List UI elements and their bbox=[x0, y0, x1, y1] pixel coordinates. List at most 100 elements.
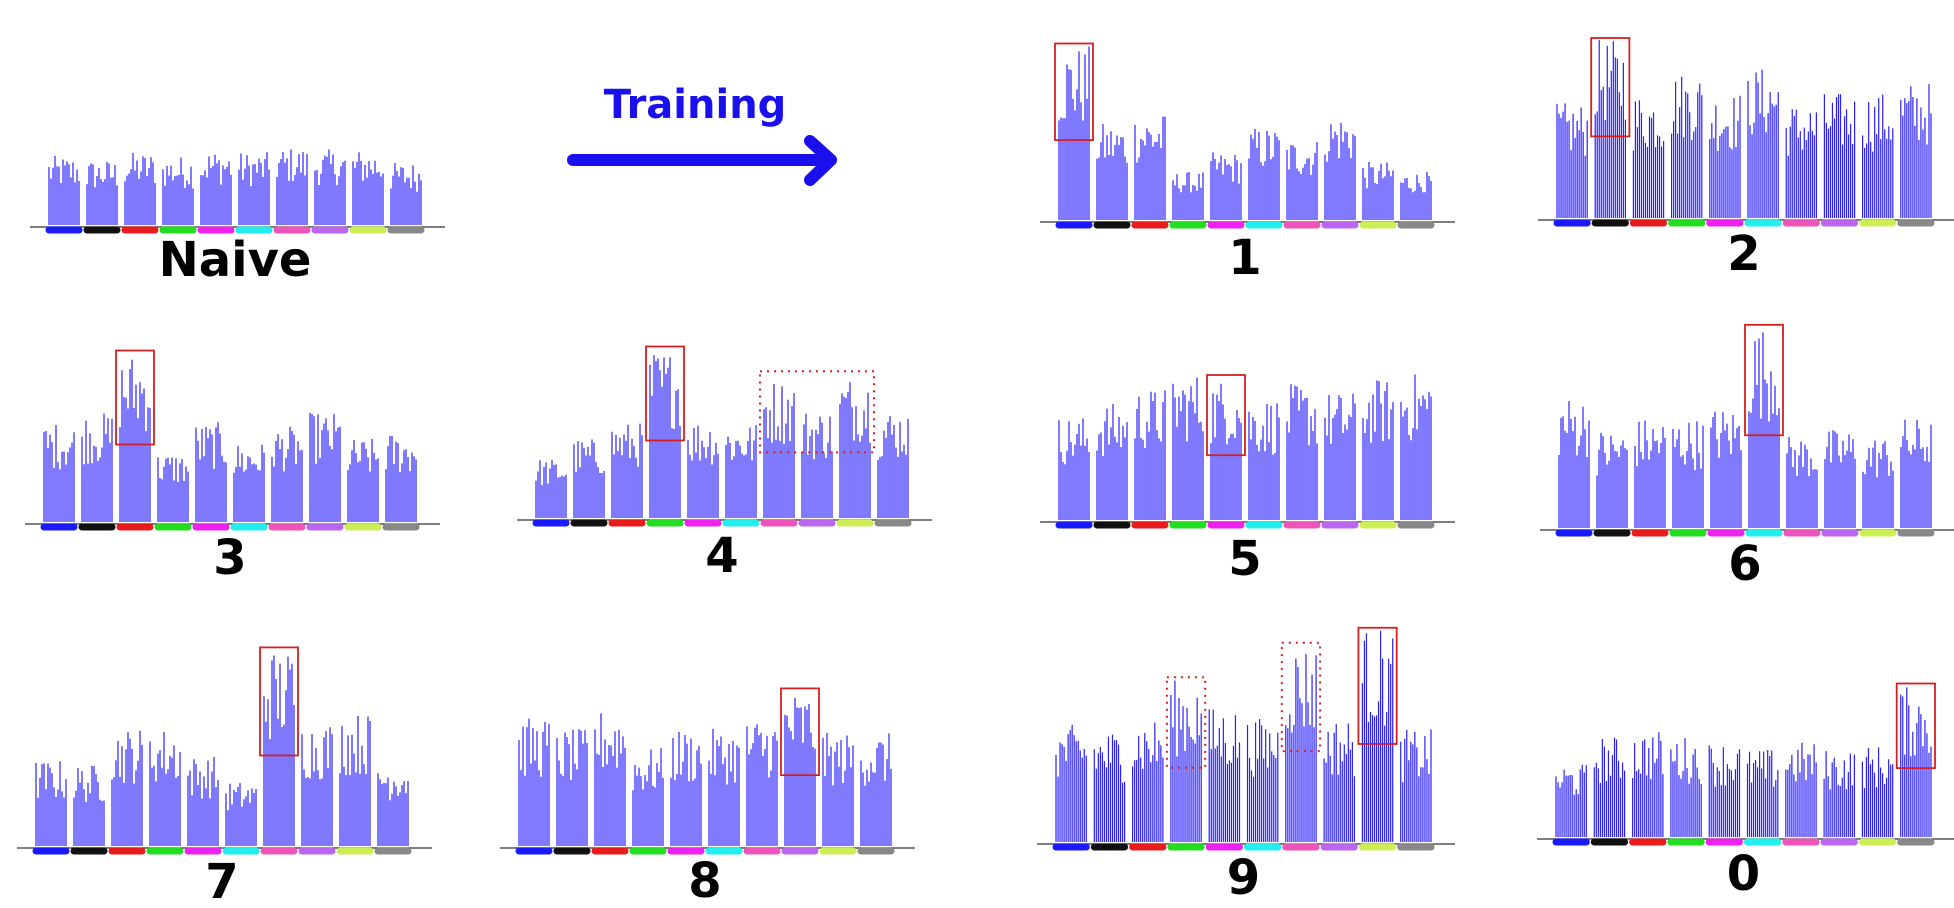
bar-group-4 bbox=[1210, 383, 1242, 520]
bar-group-7 bbox=[1324, 122, 1356, 220]
bar-group-9 bbox=[1900, 419, 1932, 528]
bar-group-9 bbox=[1400, 171, 1432, 220]
bar-group-1 bbox=[556, 729, 588, 846]
bar-group-5 bbox=[1248, 128, 1280, 220]
bar-group-8 bbox=[352, 152, 384, 225]
bar-group-1 bbox=[1593, 737, 1626, 837]
bar-group-2 bbox=[124, 152, 156, 225]
bar-group-4 bbox=[1210, 152, 1242, 220]
panel-7: 7 bbox=[17, 646, 432, 908]
bar-group-1 bbox=[1596, 432, 1628, 528]
panel-Naive: Naive bbox=[30, 149, 445, 288]
bar-group-8 bbox=[822, 732, 854, 846]
bar-group-8 bbox=[1862, 440, 1894, 528]
bar-group-8 bbox=[1362, 380, 1394, 520]
bar-group-6 bbox=[1285, 654, 1317, 842]
bar-group-9 bbox=[860, 733, 892, 846]
bar-group-2 bbox=[1632, 100, 1665, 218]
bar-group-2 bbox=[1634, 420, 1666, 528]
bar-group-3 bbox=[157, 457, 189, 522]
bar-group-6 bbox=[263, 655, 295, 846]
bar-group-7 bbox=[314, 149, 346, 225]
bar-group-8 bbox=[339, 716, 371, 846]
bar-group-7 bbox=[1823, 751, 1855, 837]
bar-group-4 bbox=[1208, 709, 1241, 842]
panels-layer: Naive 1 2 3 4 5 6 7 8 9 0 bbox=[17, 37, 1954, 908]
panel-label: 8 bbox=[688, 853, 721, 908]
bar-group-8 bbox=[1362, 161, 1394, 220]
bar-group-5 bbox=[725, 425, 757, 518]
bar-group-0 bbox=[48, 155, 80, 225]
highlight-box-dotted bbox=[1165, 676, 1207, 769]
bar-group-5 bbox=[1748, 332, 1780, 528]
bar-group-5 bbox=[708, 728, 740, 846]
panel-9: 9 bbox=[1037, 626, 1455, 906]
bar-group-9 bbox=[1400, 374, 1432, 520]
panel-label: 6 bbox=[1728, 536, 1761, 592]
bar-group-2 bbox=[111, 730, 143, 846]
bar-group-3 bbox=[1672, 421, 1704, 528]
bar-group-5 bbox=[238, 152, 270, 225]
bar-group-1 bbox=[73, 765, 105, 846]
bar-group-7 bbox=[301, 727, 333, 846]
highlight-box bbox=[1895, 682, 1936, 770]
bar-group-0 bbox=[1058, 46, 1090, 220]
bar-group-4 bbox=[187, 756, 219, 846]
panel-label: 7 bbox=[205, 854, 238, 908]
bar-group-0 bbox=[1058, 418, 1090, 520]
bar-group-6 bbox=[1286, 384, 1318, 520]
highlight-box bbox=[1054, 42, 1094, 141]
bar-group-0 bbox=[1055, 724, 1087, 842]
bar-group-6 bbox=[1286, 142, 1318, 220]
bar-group-0 bbox=[1558, 401, 1590, 528]
highlight-box bbox=[1357, 626, 1398, 745]
bar-group-8 bbox=[1861, 747, 1894, 837]
bar-group-3 bbox=[1172, 377, 1204, 520]
training-label: Training bbox=[604, 82, 787, 128]
bar-group-7 bbox=[1324, 393, 1356, 520]
bar-group-0 bbox=[43, 425, 75, 522]
panel-label: 9 bbox=[1227, 850, 1260, 906]
bar-group-2 bbox=[1132, 722, 1164, 842]
bar-group-3 bbox=[1172, 171, 1204, 220]
bar-group-2 bbox=[1134, 116, 1166, 220]
panel-8: 8 bbox=[500, 687, 915, 908]
bar-group-6 bbox=[746, 724, 778, 846]
bar-group-2 bbox=[611, 423, 643, 518]
panel-4: 4 bbox=[517, 345, 932, 584]
panel-1: 1 bbox=[1040, 42, 1455, 286]
bar-group-9 bbox=[377, 773, 409, 846]
panel-label: 0 bbox=[1727, 846, 1760, 902]
panel-label: 1 bbox=[1228, 230, 1261, 286]
highlight-box bbox=[1590, 37, 1631, 138]
bar-group-1 bbox=[1096, 404, 1128, 520]
bar-group-9 bbox=[1900, 687, 1932, 837]
bar-group-0 bbox=[35, 761, 67, 846]
bar-group-9 bbox=[1400, 729, 1432, 842]
bar-group-7 bbox=[801, 413, 833, 518]
panel-label: 4 bbox=[705, 528, 738, 584]
bar-group-5 bbox=[233, 444, 265, 522]
bar-group-3 bbox=[1670, 738, 1702, 837]
bar-group-6 bbox=[271, 426, 303, 522]
bar-group-2 bbox=[1632, 732, 1664, 837]
highlight-box bbox=[1744, 323, 1784, 437]
bar-group-5 bbox=[1246, 718, 1279, 842]
bar-group-4 bbox=[1709, 95, 1741, 218]
bar-group-7 bbox=[309, 412, 341, 522]
highlight-box bbox=[645, 345, 685, 442]
bar-group-6 bbox=[763, 383, 795, 518]
bar-group-1 bbox=[86, 162, 118, 225]
bar-group-3 bbox=[649, 355, 681, 518]
bar-group-0 bbox=[1555, 764, 1587, 837]
panel-2: 2 bbox=[1538, 37, 1954, 282]
highlight-box-dotted bbox=[1280, 641, 1322, 753]
bar-group-6 bbox=[1785, 109, 1817, 218]
training-arrow-head bbox=[804, 135, 837, 186]
bar-group-8 bbox=[347, 438, 379, 522]
bar-group-3 bbox=[1170, 680, 1202, 842]
bar-group-4 bbox=[687, 425, 719, 518]
highlight-box bbox=[780, 687, 820, 777]
bar-group-6 bbox=[1785, 742, 1817, 837]
